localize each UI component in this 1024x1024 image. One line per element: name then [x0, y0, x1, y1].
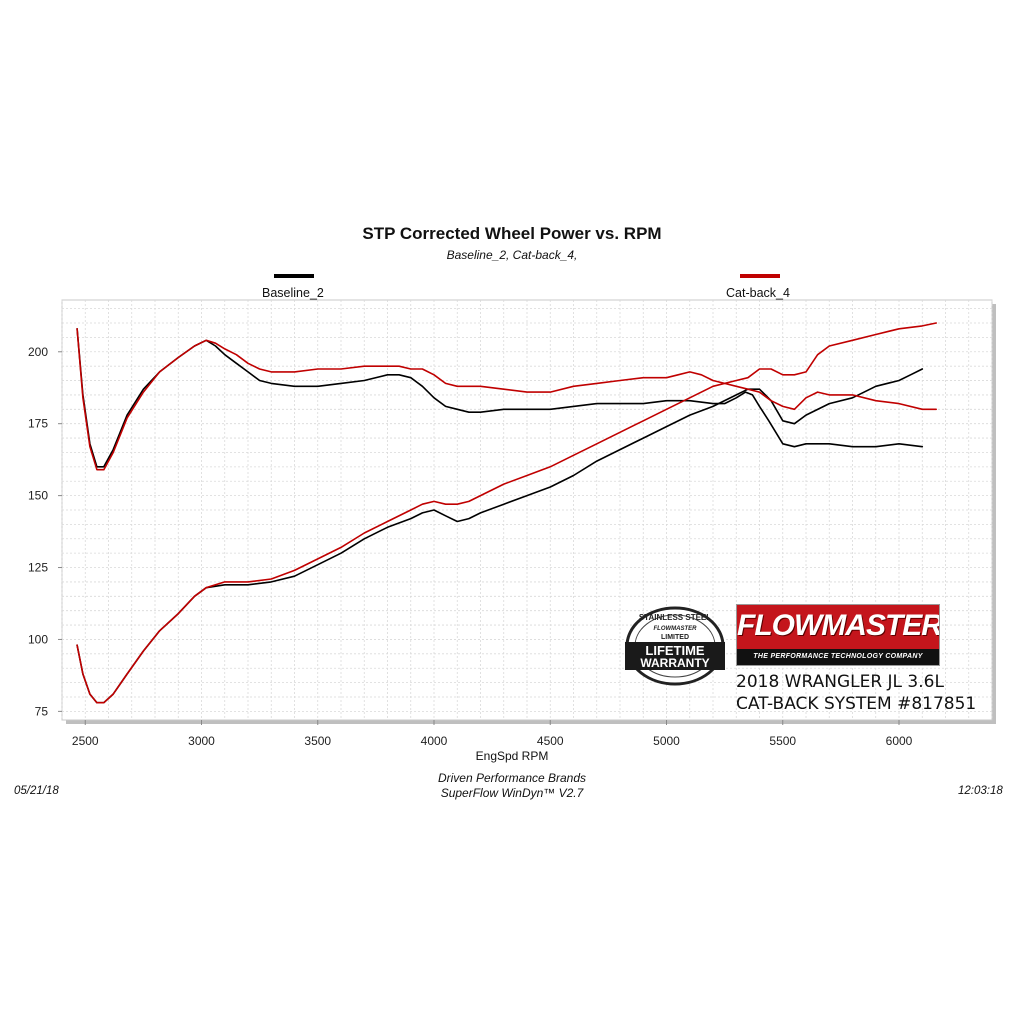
- badge-warranty-text: WARRANTY: [640, 656, 709, 670]
- footer-date: 05/21/18: [14, 785, 59, 797]
- series-line-catback-torque: [76, 328, 937, 471]
- x-tick-label: 3000: [188, 734, 215, 748]
- series-group: [76, 322, 937, 704]
- grid: [61, 300, 993, 720]
- x-tick-label: 5000: [653, 734, 680, 748]
- footer-company: Driven Performance Brands: [437, 771, 587, 785]
- y-tick-label: 175: [28, 417, 48, 431]
- x-axis-ticks: 2500 3000 3500 4000 4500 5000 5500 6000: [72, 720, 913, 748]
- x-tick-label: 4500: [537, 734, 564, 748]
- x-tick-label: 3500: [304, 734, 331, 748]
- y-tick-label: 100: [28, 632, 48, 646]
- x-tick-label: 5500: [769, 734, 796, 748]
- badge-top-text: STAINLESS STEEL: [639, 613, 711, 622]
- flowmaster-logo-banner: [737, 605, 939, 649]
- legend-swatch-baseline: [274, 274, 314, 278]
- flowmaster-logo: FLOWMASTER THE PERFORMANCE TECHNOLOGY CO…: [736, 604, 940, 666]
- footer-time: 12:03:18: [958, 785, 1003, 797]
- flowmaster-logo-word: FLOWMASTER: [737, 609, 940, 642]
- y-axis-ticks: 75 100 125 150 175 200: [28, 345, 62, 718]
- y-tick-label: 75: [35, 704, 49, 718]
- warranty-badge: STAINLESS STEEL FLOWMASTER LIMITED LIFET…: [625, 606, 725, 686]
- badge-lifetime-text: LIFETIME: [645, 643, 705, 658]
- chart-subtitle: Baseline_2, Cat-back_4,: [446, 248, 578, 262]
- x-tick-label: 4000: [421, 734, 448, 748]
- legend-label-catback: Cat-back_4: [726, 286, 790, 300]
- chart-title: STP Corrected Wheel Power vs. RPM: [362, 224, 662, 243]
- footer-software: SuperFlow WinDyn™ V2.7: [440, 786, 584, 800]
- y-tick-label: 200: [28, 345, 48, 359]
- legend-swatch-catback: [740, 274, 780, 278]
- badge-brand-text: FLOWMASTER: [654, 626, 698, 632]
- x-axis-label: EngSpd RPM: [475, 749, 549, 763]
- x-tick-label: 2500: [72, 734, 99, 748]
- x-tick-label: 6000: [886, 734, 913, 748]
- legend-label-baseline: Baseline_2: [262, 286, 324, 300]
- y-tick-label: 125: [28, 561, 48, 575]
- badge-limited-text: LIMITED: [661, 634, 689, 641]
- flowmaster-tagline: THE PERFORMANCE TECHNOLOGY COMPANY: [737, 649, 939, 665]
- annotation-vehicle: 2018 WRANGLER JL 3.6L: [736, 672, 944, 692]
- series-line-catback-power: [76, 322, 937, 704]
- y-tick-label: 150: [28, 489, 48, 503]
- badge-band: [625, 642, 725, 670]
- annotation-system: CAT-BACK SYSTEM #817851: [736, 694, 977, 714]
